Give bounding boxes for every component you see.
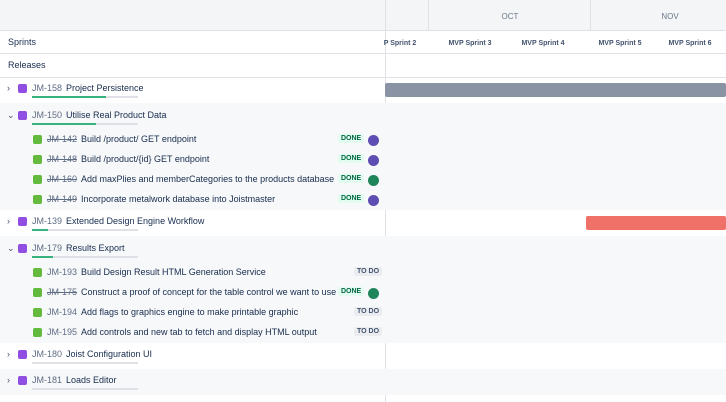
- epic-key: JM-179: [32, 242, 63, 253]
- chevron: ›: [7, 83, 10, 93]
- sprint-label: MVP Sprint 4: [521, 40, 564, 47]
- story-icon: [33, 328, 42, 337]
- progress-track: [32, 388, 138, 390]
- status-lozenge: DONE: [338, 194, 365, 203]
- story-icon: [33, 288, 42, 297]
- progress-done: [32, 255, 54, 258]
- epic-title: Utilise Real Product Data: [66, 109, 167, 120]
- chevron: ›: [7, 375, 10, 385]
- issue-key: JM-195: [47, 327, 78, 337]
- status-lozenge: DONE: [338, 134, 365, 143]
- progress-done: [32, 96, 107, 98]
- epic-key: JM-181: [32, 375, 63, 385]
- issue-key: JM-149: [47, 194, 78, 204]
- status-lozenge: TO DO: [354, 307, 383, 316]
- sprint-label: P Sprint 2: [384, 40, 417, 47]
- epic-key: JM-150: [32, 109, 63, 120]
- releases-row: [0, 53, 726, 78]
- epic-icon: [18, 243, 27, 253]
- issue-key: JM-193: [47, 267, 78, 277]
- chevron: ›: [7, 216, 10, 226]
- story-icon: [33, 175, 42, 184]
- chevron: ›: [7, 349, 10, 359]
- month-label: OCT: [502, 12, 519, 21]
- sprints-label: Sprints: [8, 37, 37, 47]
- chevron: ⌄: [7, 242, 15, 253]
- releases-label: Releases: [8, 60, 46, 70]
- epic-icon: [18, 350, 27, 359]
- status-lozenge: TO DO: [354, 327, 383, 336]
- avatar: [368, 135, 379, 146]
- issue-title: Build Design Result HTML Generation Serv…: [81, 267, 266, 277]
- status-lozenge: DONE: [338, 174, 365, 183]
- epic-icon: [18, 110, 27, 120]
- issue-title: Incorporate metalwork database into Jois…: [81, 194, 276, 204]
- avatar: [368, 175, 379, 186]
- epic-title: Loads Editor: [66, 375, 117, 385]
- issue-title: Build /product/{id} GET endpoint: [81, 154, 210, 164]
- progress-track: [32, 255, 138, 258]
- issue-key: JM-160: [47, 174, 78, 184]
- story-icon: [33, 155, 42, 164]
- epic-key: JM-158: [32, 83, 63, 93]
- epic-icon: [18, 84, 27, 93]
- issue-title: Add maxPlies and memberCategories to the…: [81, 174, 335, 184]
- epic-title: Extended Design Engine Workflow: [66, 216, 205, 226]
- issue-title: Construct a proof of concept for the tab…: [81, 287, 337, 297]
- avatar: [368, 155, 379, 166]
- story-icon: [33, 268, 42, 277]
- story-icon: [33, 195, 42, 204]
- issue-key: JM-148: [47, 154, 78, 164]
- sprints-row: [0, 30, 726, 54]
- epic-title: Joist Configuration UI: [66, 349, 153, 359]
- avatar: [368, 288, 379, 299]
- progress-done: [32, 229, 48, 231]
- progress-track: [32, 362, 138, 364]
- chevron: ⌄: [7, 109, 15, 120]
- status-lozenge: DONE: [338, 154, 365, 163]
- epic-title: Results Export: [66, 242, 125, 253]
- sprint-label: MVP Sprint 5: [598, 40, 641, 47]
- epic-key: JM-139: [32, 216, 63, 226]
- status-lozenge: TO DO: [354, 267, 383, 276]
- sprint-label: MVP Sprint 3: [448, 40, 491, 47]
- epic-bar: [385, 83, 726, 97]
- row-bg: [0, 369, 726, 395]
- issue-title: Build /product/ GET endpoint: [81, 134, 197, 144]
- epic-title: Project Persistence: [66, 83, 144, 93]
- story-icon: [33, 135, 42, 144]
- progress-track: [32, 229, 138, 231]
- issue-key: JM-175: [47, 287, 78, 297]
- status-lozenge: DONE: [338, 287, 365, 296]
- issue-title: Add controls and new tab to fetch and di…: [81, 327, 317, 337]
- epic-icon: [18, 217, 27, 226]
- issue-title: Add flags to graphics engine to make pri…: [81, 307, 299, 317]
- epic-bar: [586, 216, 726, 230]
- month-label: NOV: [661, 12, 679, 21]
- sprint-label: MVP Sprint 6: [668, 40, 711, 47]
- header-bar: [0, 0, 726, 31]
- epic-key: JM-180: [32, 349, 63, 359]
- avatar: [368, 195, 379, 206]
- issue-key: JM-194: [47, 307, 78, 317]
- epic-icon: [18, 376, 27, 385]
- progress-done: [32, 122, 96, 125]
- story-icon: [33, 308, 42, 317]
- issue-key: JM-142: [47, 134, 78, 144]
